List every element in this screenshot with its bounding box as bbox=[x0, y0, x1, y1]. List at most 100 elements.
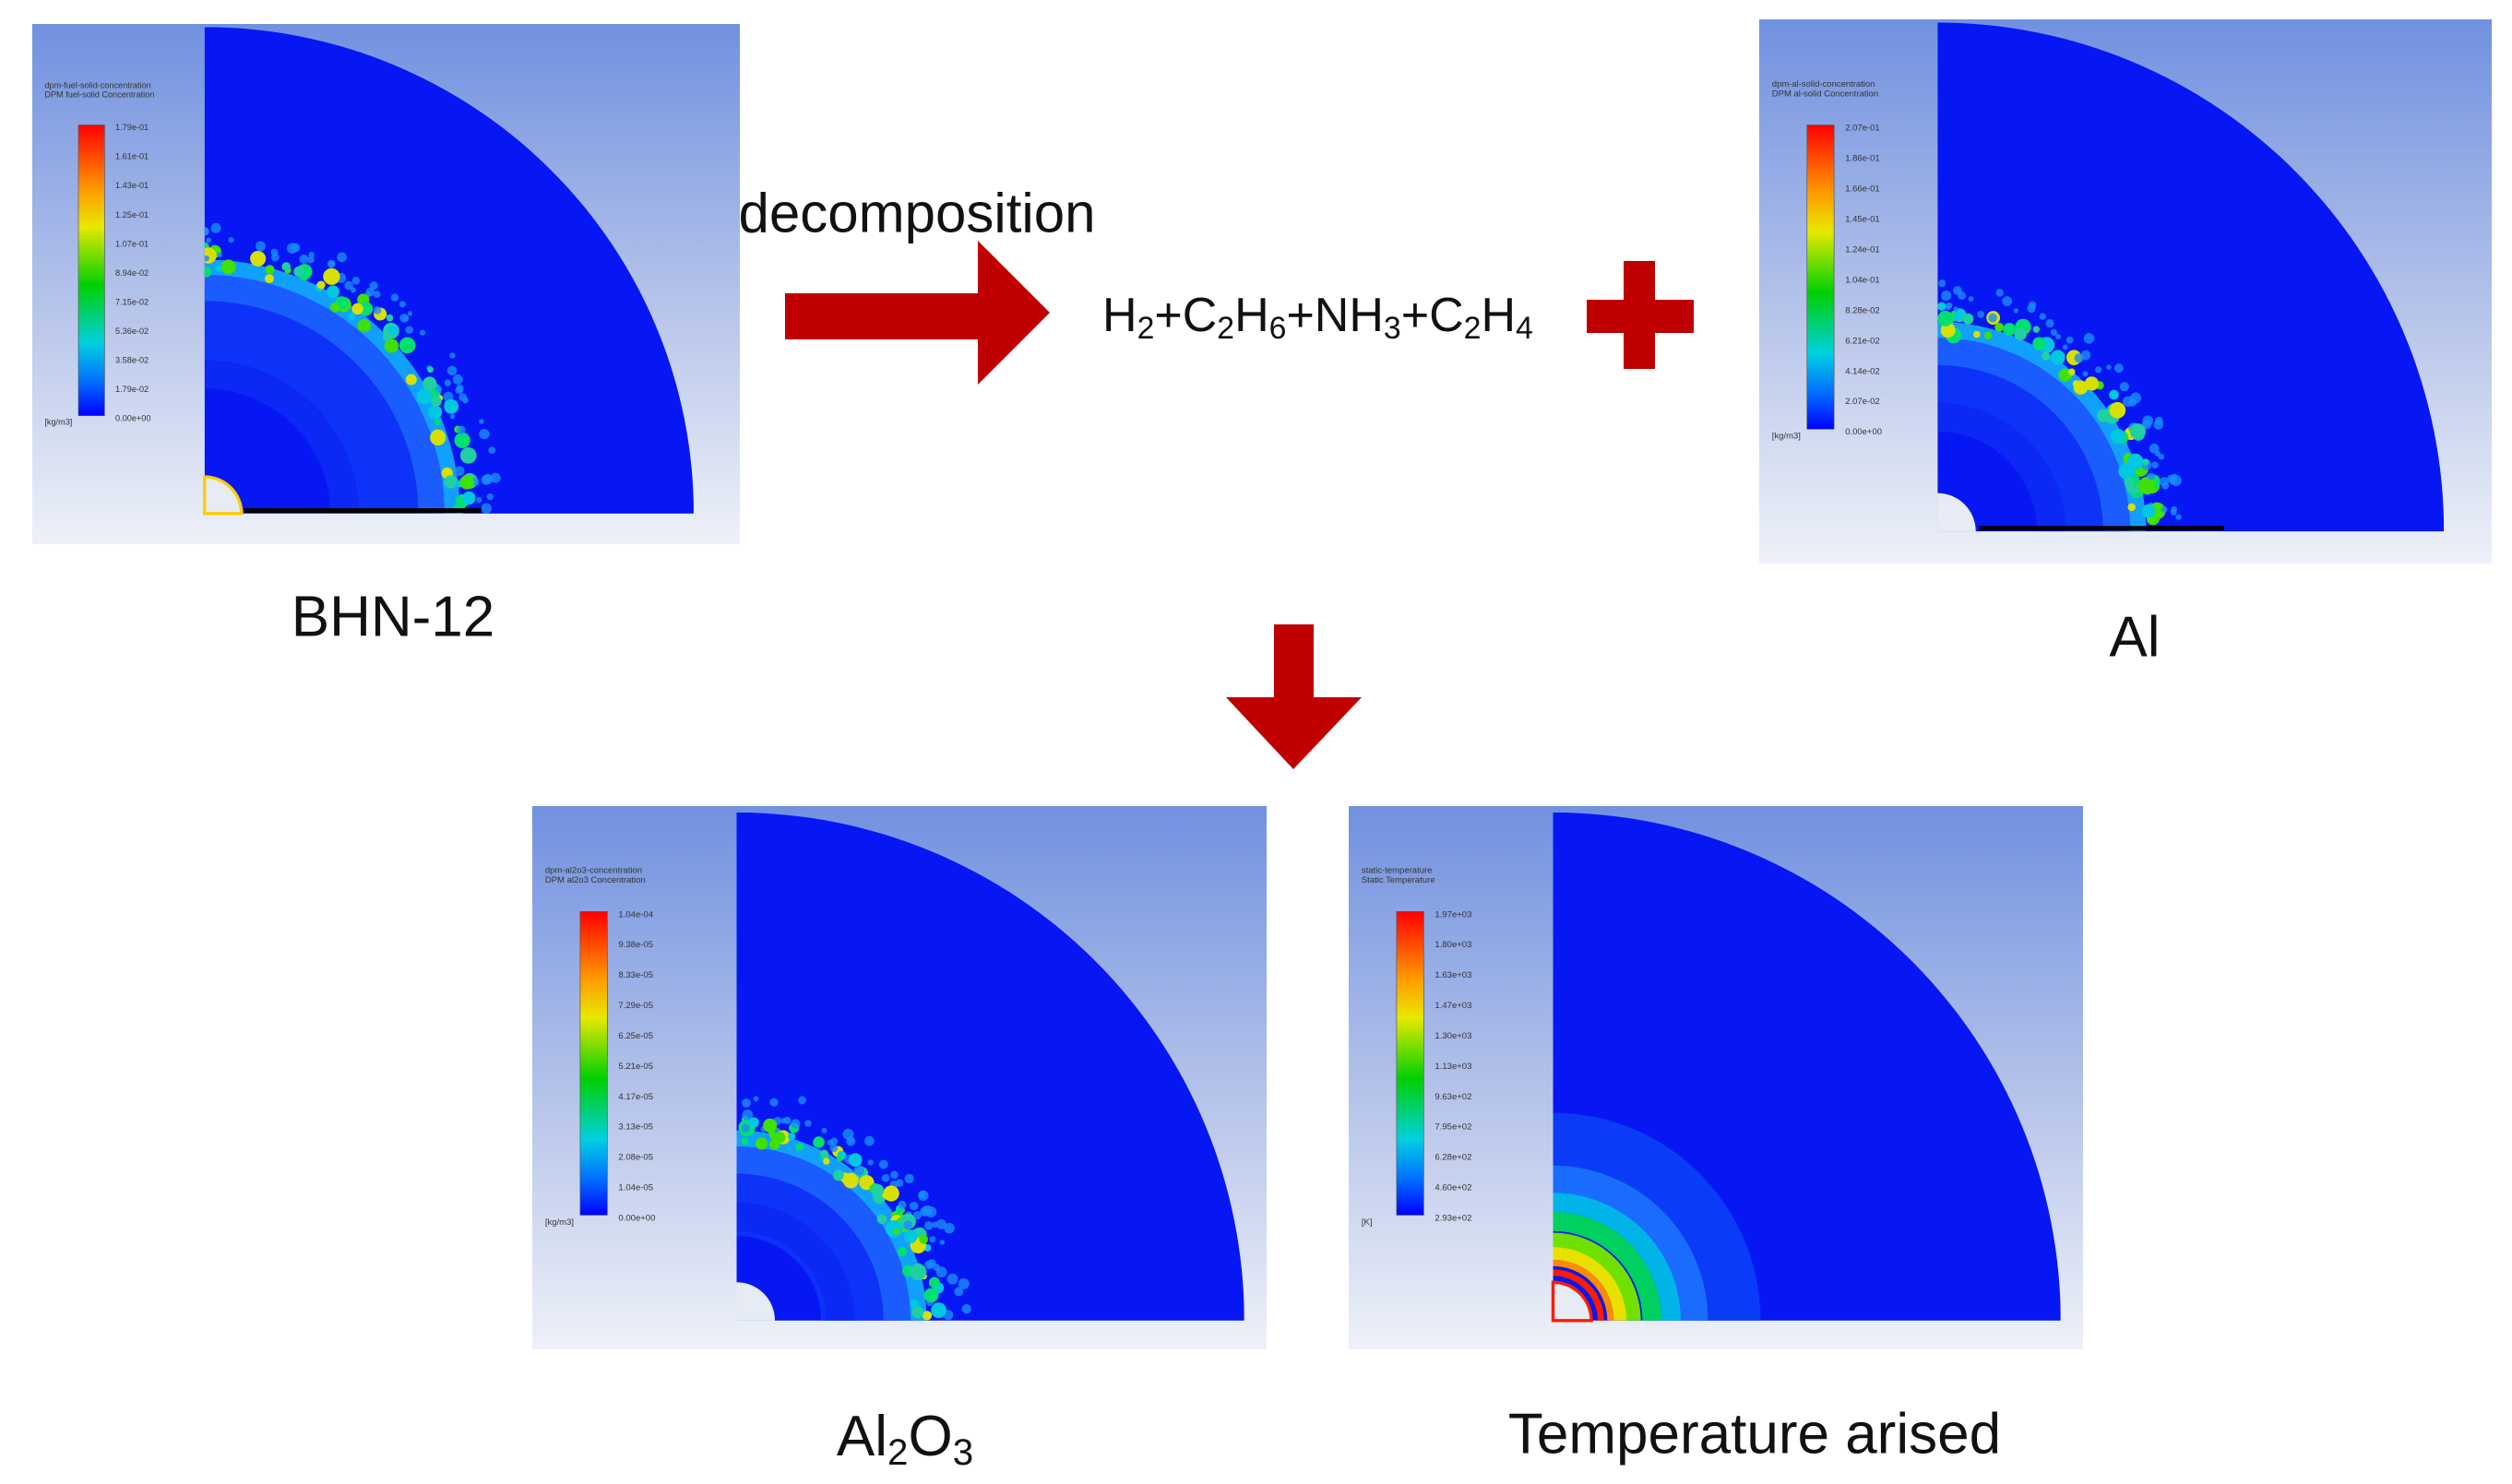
text-part: +NH bbox=[1286, 288, 1384, 342]
contour bbox=[736, 1138, 919, 1321]
text-part: H bbox=[1481, 288, 1516, 342]
particle-trail bbox=[2171, 473, 2178, 481]
legend-tick-label: 1.79e-02 bbox=[115, 385, 149, 394]
particle-trail bbox=[2151, 461, 2159, 469]
particle-trail bbox=[933, 1264, 940, 1271]
particle bbox=[416, 388, 433, 405]
particle bbox=[2137, 476, 2156, 494]
particle bbox=[755, 1137, 768, 1150]
particle bbox=[2124, 477, 2135, 488]
colorbar bbox=[579, 910, 608, 1216]
particle-trail bbox=[954, 1287, 964, 1297]
particle bbox=[2073, 380, 2089, 395]
particle-trail bbox=[932, 1221, 938, 1229]
legend-tick-label: 9.63e+02 bbox=[1435, 1092, 1471, 1102]
particle bbox=[265, 265, 275, 275]
particle-trail bbox=[452, 374, 463, 385]
legend-tick-label: 1.30e+03 bbox=[1435, 1031, 1471, 1041]
particle-trail bbox=[769, 1098, 779, 1107]
legend-tick-label: 1.66e-01 bbox=[1845, 184, 1879, 194]
particle-trail bbox=[2154, 416, 2163, 425]
legend-tick-label: 1.97e+03 bbox=[1435, 909, 1471, 920]
particle-trail bbox=[878, 1159, 888, 1169]
particle bbox=[357, 318, 371, 333]
particle-trail bbox=[944, 1222, 955, 1234]
particle bbox=[430, 396, 442, 408]
particle-trail bbox=[798, 1096, 807, 1105]
field bbox=[736, 812, 1244, 1321]
particle bbox=[462, 491, 476, 505]
particle-trail bbox=[365, 287, 375, 297]
particle-trail bbox=[2113, 363, 2124, 374]
particle bbox=[281, 262, 292, 271]
particle bbox=[876, 1214, 887, 1225]
legend-title: dpm-al2o3-concentration bbox=[545, 866, 642, 876]
particle bbox=[384, 338, 399, 353]
contour bbox=[1553, 1212, 1662, 1321]
contour bbox=[736, 1202, 855, 1321]
decomposition-label: decomposition bbox=[738, 182, 1096, 244]
legend-tick-label: 6.28e+02 bbox=[1435, 1153, 1471, 1163]
legend-tick-label: 1.13e+03 bbox=[1435, 1062, 1471, 1072]
particle bbox=[911, 1306, 924, 1319]
contour bbox=[204, 259, 460, 514]
particle-trail bbox=[462, 397, 469, 404]
particle bbox=[405, 374, 417, 386]
particle-trail bbox=[1958, 291, 1967, 300]
particle bbox=[923, 1288, 939, 1303]
particle bbox=[1940, 323, 1956, 338]
particle bbox=[1973, 330, 1981, 338]
particle bbox=[892, 1228, 899, 1235]
legend-unit: [kg/m3] bbox=[545, 1217, 574, 1228]
particle-trail bbox=[741, 1123, 750, 1133]
particle-trail bbox=[1953, 306, 1958, 312]
particle-trail bbox=[946, 1273, 958, 1285]
caption: Al bbox=[2109, 605, 2161, 670]
legend-tick-label: 4.14e-02 bbox=[1845, 366, 1879, 376]
particle bbox=[2142, 458, 2149, 466]
legend-tick-label: 3.13e-05 bbox=[618, 1122, 653, 1133]
particle-trail bbox=[753, 1096, 759, 1102]
particle bbox=[2129, 423, 2146, 440]
legend-title: DPM al-solid Concentration bbox=[1772, 89, 1878, 99]
contour bbox=[1553, 1247, 1627, 1321]
particle-trail bbox=[2083, 333, 2095, 344]
particle-trail bbox=[780, 1118, 787, 1124]
particle bbox=[922, 1311, 933, 1321]
particle bbox=[2109, 401, 2126, 419]
legend-unit: [K] bbox=[1362, 1217, 1373, 1228]
particle-trail bbox=[479, 429, 490, 440]
particle-trail bbox=[455, 386, 464, 395]
particle bbox=[2084, 376, 2100, 391]
particle-trail bbox=[479, 419, 484, 424]
particle-trail bbox=[2175, 514, 2182, 520]
particle bbox=[348, 313, 356, 320]
legend-title: DPM al2o3 Concentration bbox=[545, 875, 646, 885]
particle-trail bbox=[1938, 279, 1947, 288]
contour bbox=[1553, 1259, 1614, 1321]
particle-trail bbox=[481, 475, 491, 485]
particle-trail bbox=[2039, 313, 2046, 320]
particle bbox=[250, 250, 267, 267]
particle bbox=[928, 1276, 940, 1288]
particle bbox=[351, 303, 363, 315]
particle-trail bbox=[919, 1193, 925, 1199]
legend-tick-label: 1.47e+03 bbox=[1435, 1001, 1471, 1011]
colorbar bbox=[1396, 910, 1424, 1216]
particle bbox=[2014, 327, 2028, 341]
particle-trail bbox=[2154, 450, 2161, 457]
particle-trail bbox=[961, 1304, 971, 1314]
particle-trail bbox=[486, 493, 494, 501]
particle-trail bbox=[2130, 392, 2142, 404]
subscript: 3 bbox=[1383, 311, 1401, 347]
colorbar bbox=[1806, 125, 1835, 430]
down-arrow bbox=[1226, 624, 1362, 769]
inner-hole bbox=[736, 1282, 776, 1321]
particle-trail bbox=[2080, 350, 2091, 361]
particle-trail bbox=[286, 243, 298, 254]
particle bbox=[265, 274, 274, 284]
legend-tick-label: 8.33e-05 bbox=[618, 970, 653, 980]
legend-tick-label: 1.80e+03 bbox=[1435, 940, 1471, 950]
